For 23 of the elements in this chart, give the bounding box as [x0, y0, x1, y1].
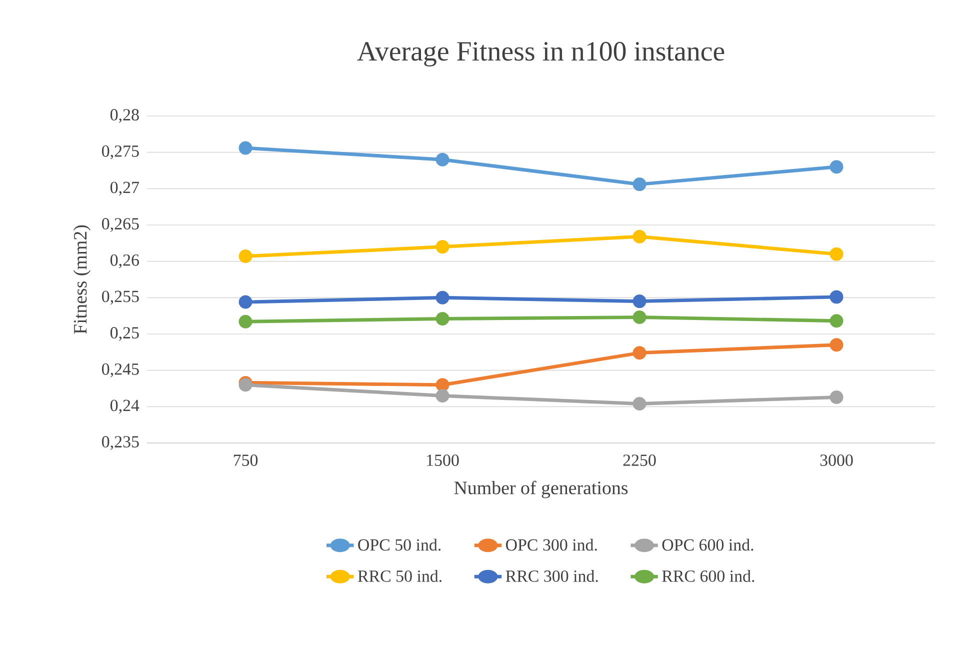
x-tick-label: 750 — [234, 454, 258, 466]
legend-label: OPC 600 ind. — [662, 538, 754, 551]
y-tick-label: 0,26 — [110, 254, 139, 268]
legend-label: OPC 50 ind. — [358, 538, 441, 551]
y-tick-label: 0,245 — [102, 363, 139, 378]
y-tick-label: 0,28 — [110, 109, 139, 123]
y-tick-label: 0,255 — [102, 290, 139, 305]
legend-label: OPC 300 ind. — [506, 538, 597, 551]
y-tick-label: 0,235 — [102, 436, 139, 450]
legend-label: RRC 300 ind. — [506, 570, 598, 582]
y-axis-title: Fitness (mm2) — [73, 225, 91, 334]
legend-label: RRC 600 ind. — [662, 570, 754, 582]
x-tick-label: 1500 — [427, 454, 459, 466]
y-tick-label: 0,27 — [110, 182, 139, 196]
x-tick-label: 3000 — [820, 454, 853, 466]
chart-title: Average Fitness in n100 instance — [357, 42, 724, 66]
legend-label: RRC 50 ind. — [358, 570, 442, 582]
x-axis-title: Number of generations — [454, 480, 628, 498]
y-tick-label: 0,25 — [110, 327, 139, 341]
y-tick-label: 0,275 — [102, 145, 139, 160]
y-tick-label: 0,265 — [102, 218, 139, 232]
x-tick-label: 2250 — [623, 454, 656, 466]
y-tick-label: 0,24 — [110, 400, 140, 414]
